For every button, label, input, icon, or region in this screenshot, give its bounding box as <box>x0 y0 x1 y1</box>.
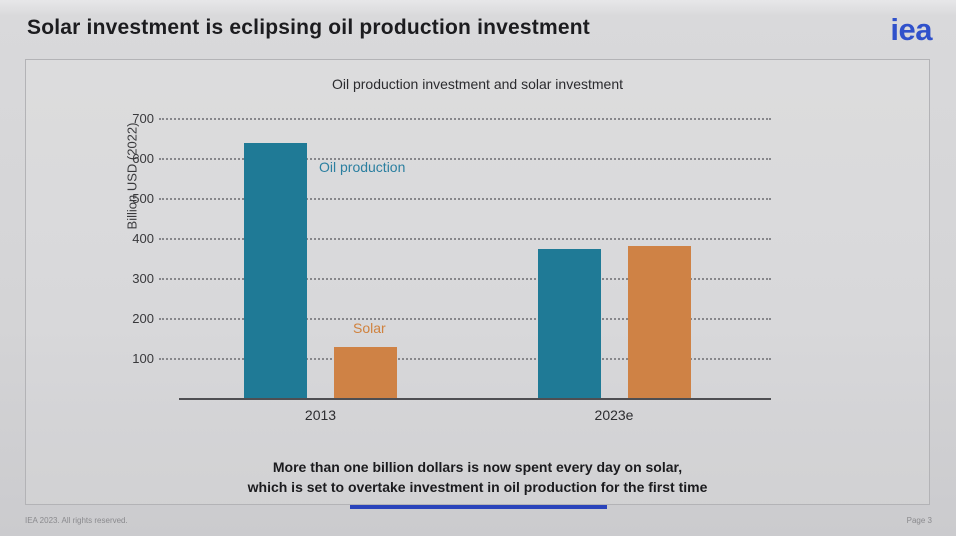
series-label-solar: Solar <box>353 320 386 336</box>
bar-oil-production-2013 <box>244 143 307 399</box>
chart-title: Oil production investment and solar inve… <box>331 76 624 92</box>
key-message: More than one billion dollars is now spe… <box>26 457 929 497</box>
gridline-700 <box>159 118 771 120</box>
gridline-200 <box>159 318 771 320</box>
gridline-500 <box>159 198 771 200</box>
x-axis-line <box>179 398 771 400</box>
page-title: Solar investment is eclipsing oil produc… <box>27 16 590 39</box>
gridline-400 <box>159 238 771 240</box>
y-tick-label-100: 100 <box>132 351 154 366</box>
y-tick-label-400: 400 <box>132 231 154 246</box>
footer-page-number: Page 3 <box>906 516 932 525</box>
bar-solar-2013 <box>334 347 397 399</box>
gridline-300 <box>159 278 771 280</box>
accent-bar <box>350 505 607 509</box>
footer-copyright: IEA 2023. All rights reserved. <box>25 516 128 525</box>
gridline-100 <box>159 358 771 360</box>
key-message-line2: which is set to overtake investment in o… <box>247 479 708 495</box>
iea-logo: iea <box>890 12 932 47</box>
gridline-600 <box>159 158 771 160</box>
bar-solar-2023e <box>627 245 691 399</box>
plot-area: 100 200 300 400 500 600 700 2013 2023e Oil produc… <box>26 60 929 504</box>
y-tick-label-500: 500 <box>132 191 154 206</box>
y-tick-label-300: 300 <box>132 271 154 286</box>
y-tick-label-700: 700 <box>132 111 154 126</box>
x-tick-label-2023e: 2023e <box>594 407 634 423</box>
bar-oil-production-2023e <box>537 249 601 399</box>
y-tick-label-200: 200 <box>132 311 154 326</box>
x-tick-label-2013: 2013 <box>304 407 337 423</box>
series-label-oil-production: Oil production <box>319 159 406 175</box>
key-message-line1: More than one billion dollars is now spe… <box>272 459 683 475</box>
chart-panel: Oil production investment and solar inve… <box>25 59 930 505</box>
y-tick-label-600: 600 <box>132 151 154 166</box>
